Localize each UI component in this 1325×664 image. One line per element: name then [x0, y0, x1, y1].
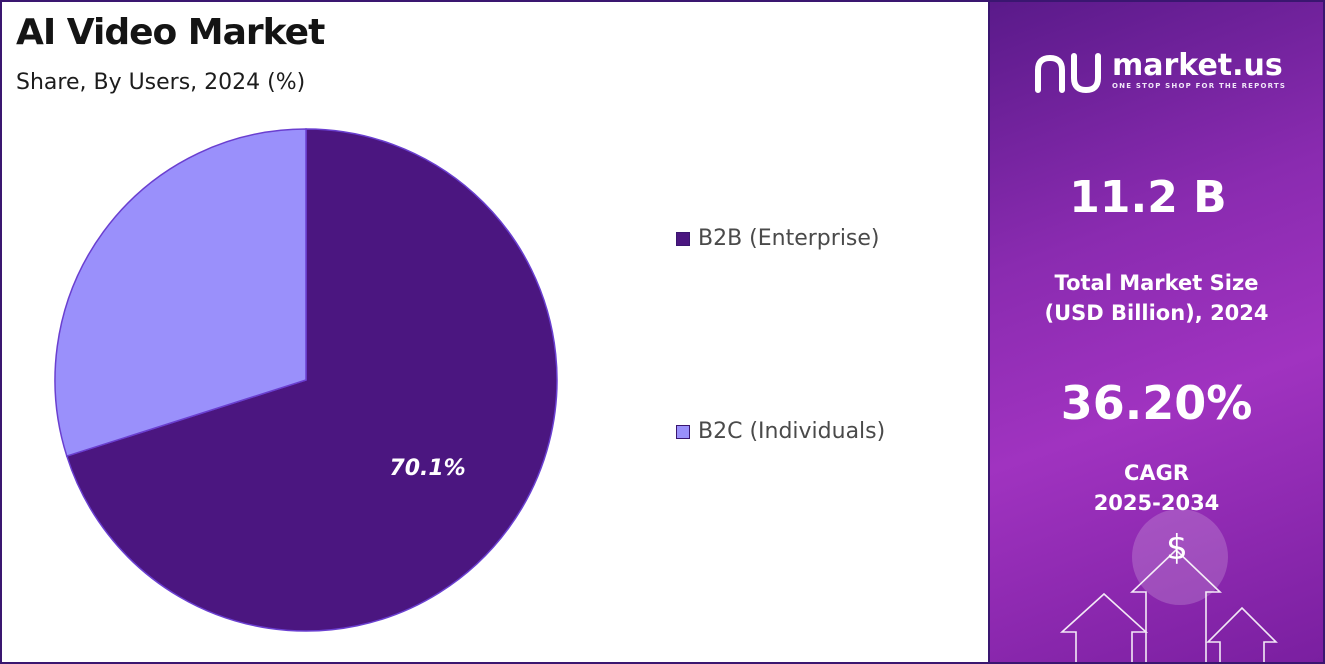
- panel-divider: [988, 0, 990, 664]
- market-size-label-line1: Total Market Size: [1054, 271, 1259, 295]
- pie-data-label-b2b: 70.1%: [389, 456, 465, 481]
- chart-panel: AI Video Market Share, By Users, 2024 (%…: [16, 12, 886, 632]
- legend-item-b2c: B2C (Individuals): [676, 419, 885, 444]
- legend-swatch-b2b: [676, 231, 690, 246]
- cagr-value: 36.20%: [1060, 376, 1253, 430]
- cagr-label-line2: 2025-2034: [1093, 491, 1220, 515]
- legend-label-b2c: B2C (Individuals): [698, 419, 886, 444]
- legend-item-b2b: B2B (Enterprise): [676, 226, 880, 251]
- chart-subtitle: Share, By Users, 2024 (%): [16, 70, 306, 95]
- cagr-label-line1: CAGR: [1123, 461, 1190, 485]
- logo-tagline: ONE STOP SHOP FOR THE REPORTS: [1112, 82, 1287, 90]
- logo-name: market.us: [1112, 48, 1283, 83]
- dollar-icon: $: [1166, 528, 1188, 568]
- pie-slice-b2b: [65, 128, 558, 632]
- legend-swatch-b2c: [676, 424, 690, 439]
- chart-title: AI Video Market: [16, 12, 325, 53]
- market-size-value: 11.2 B: [1069, 172, 1227, 223]
- stats-panel: [990, 2, 1323, 662]
- growth-arrows-icon: [1059, 509, 1278, 662]
- legend-label-b2b: B2B (Enterprise): [698, 226, 880, 251]
- market-size-label-line2: (USD Billion), 2024: [1044, 301, 1269, 325]
- pie-slice-b2c: [54, 128, 307, 458]
- market-us-logo-icon: [1035, 53, 1101, 94]
- market-us-logo: market.us ONE STOP SHOP FOR THE REPORTS: [1032, 50, 1286, 94]
- pie-chart: 70.1%: [54, 128, 558, 632]
